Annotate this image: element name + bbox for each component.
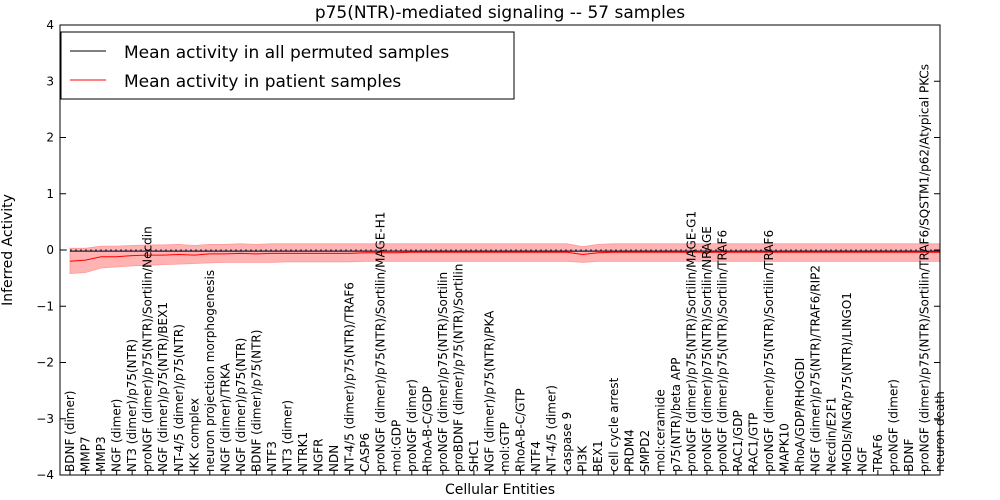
x-tick-label: NDN — [327, 445, 341, 472]
x-tick-label: proNGF (dimer)/p75(NTR)/Sortilin/MAGE-H1 — [374, 212, 388, 472]
x-tick-label: proBDNF (dimer)/p75(NTR)/Sortilin — [451, 264, 465, 472]
x-tick-label: SHC1 — [467, 439, 481, 472]
y-tick-label: −3 — [36, 412, 54, 426]
x-tick-label: BDNF (dimer)/p75(NTR) — [249, 330, 263, 472]
x-tick-label: proNGF (dimer)/p75(NTR)/Sortilin/TRAF6 — [762, 230, 776, 472]
x-tick-label: TRAF6 — [871, 434, 885, 473]
x-tick-label: mol:ceramide — [653, 389, 667, 472]
x-tick-label: MGDIs/NGR/p75(NTR)/LINGO1 — [840, 292, 854, 472]
x-tick-label: proNGF (dimer)/p75(NTR)/Sortilin/NRAGE — [700, 226, 714, 472]
x-tick-label: NTRK1 — [296, 432, 310, 472]
y-axis-label: Inferred Activity — [0, 194, 16, 306]
y-tick-label: 4 — [46, 18, 54, 32]
x-tick-label: NGF (dimer)/p75(NTR)/BEX1 — [156, 302, 170, 472]
x-tick-label: RhoA/GDP/RHOGDI — [793, 358, 807, 472]
x-tick-label: RhoA-B-C/GDP — [420, 386, 434, 472]
x-tick-label: proNGF (dimer)/p75(NTR)/Sortilin — [436, 272, 450, 472]
x-tick-label: proNGF (dimer)/p75(NTR)/Sortilin/TRAF6 — [716, 230, 730, 472]
x-tick-label: proNGF (dimer) — [886, 379, 900, 472]
x-tick-label: NT3 (dimer) — [281, 400, 295, 472]
x-tick-label: neuron projection morphogenesis — [203, 270, 217, 472]
x-tick-label: NGF (dimer)/p75(NTR)/TRAF6/RIP2 — [809, 265, 823, 472]
line-patient — [69, 251, 940, 262]
x-tick-label: MMP3 — [94, 436, 108, 472]
y-tick-label: 0 — [46, 243, 54, 257]
x-tick-label: SMPD2 — [638, 430, 652, 472]
x-tick-label: proNGF (dimer)/p75(NTR)/Sortilin/TRAF6/S… — [918, 64, 932, 472]
x-tick-label: MAPK10 — [778, 423, 792, 472]
x-tick-label: NGF — [855, 447, 869, 472]
x-tick-label: p75(NTR)/beta APP — [669, 358, 683, 473]
x-axis-label: Cellular Entities — [445, 482, 555, 498]
x-tick-label: PRDM4 — [622, 429, 636, 472]
x-tick-label: NTF4 — [529, 441, 543, 472]
x-tick-label: BEX1 — [591, 440, 605, 472]
x-tick-label: Necdin/E2F1 — [824, 397, 838, 472]
x-tick-label: NGFR — [312, 438, 326, 472]
x-tick-label: NGF (dimer)/p75(NTR) — [234, 338, 248, 472]
y-tick-label: −1 — [36, 299, 54, 313]
plot-frame — [59, 24, 941, 476]
x-tick-label: NGF (dimer)/p75(NTR)/PKA — [483, 310, 497, 472]
x-tick-label: RAC1/GTP — [747, 413, 761, 472]
x-tick-label: NT3 (dimer)/p75(NTR) — [125, 339, 139, 472]
x-tick-label: RhoA-B-C/GTP — [514, 388, 528, 472]
y-tick-label: 1 — [46, 187, 54, 201]
x-tick-label: NT-4/5 (dimer)/p75(NTR) — [172, 324, 186, 472]
x-tick-label: proNGF (dimer)/p75(NTR)/Sortilin/MAGE-G1 — [684, 211, 698, 472]
x-tick-label: IKK complex — [187, 398, 201, 472]
x-tick-label: BDNF (dimer) — [63, 391, 77, 473]
y-tick-label: 3 — [46, 74, 54, 88]
x-tick-label: mol:GDP — [389, 420, 403, 472]
x-tick-label: CASP6 — [358, 433, 372, 472]
x-tick-label: NGF (dimer)/TRKA — [218, 362, 232, 472]
legend-label-permuted: Mean activity in all permuted samples — [124, 43, 449, 63]
legend-label-patient: Mean activity in patient samples — [124, 72, 401, 92]
y-tick-label: −2 — [36, 356, 54, 370]
x-tick-label: NGF (dimer) — [110, 399, 124, 472]
x-tick-label: proNGF (dimer)/p75(NTR)/Sortilin/Necdin — [141, 226, 155, 472]
y-tick-label: 2 — [46, 131, 54, 145]
x-tick-label: RAC1/GDP — [731, 410, 745, 472]
x-tick-label: mol:GTP — [498, 422, 512, 472]
x-tick-label: BDNF — [902, 439, 916, 472]
y-tick-label: −4 — [36, 468, 54, 482]
x-tick-label: NTF3 — [265, 441, 279, 472]
x-tick-label: PI3K — [576, 445, 590, 472]
x-tick-label: caspase 9 — [560, 412, 574, 472]
legend-box — [60, 31, 515, 100]
chart-title: p75(NTR)-mediated signaling -- 57 sample… — [315, 3, 685, 23]
x-tick-label: NT-4/5 (dimer)/p75(NTR)/TRAF6 — [343, 282, 357, 472]
x-tick-label: cell cycle arrest — [607, 377, 621, 472]
x-tick-label: MMP7 — [79, 436, 93, 472]
x-tick-label: proNGF (dimer) — [405, 379, 419, 472]
legend: Mean activity in all permuted samples Me… — [60, 31, 515, 100]
x-tick-label: NT-4/5 (dimer) — [545, 385, 559, 472]
